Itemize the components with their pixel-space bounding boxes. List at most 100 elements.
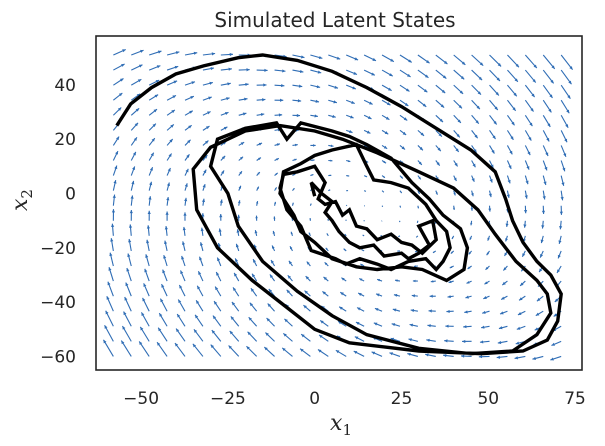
quiver-arrow: [356, 307, 365, 312]
quiver-arrow: [202, 154, 208, 161]
quiver-arrow: [393, 293, 401, 297]
quiver-arrow: [107, 281, 114, 297]
quiver-arrow: [502, 265, 508, 271]
quiver-arrow: [112, 136, 120, 146]
quiver-arrow: [471, 84, 482, 96]
quiver-arrow: [274, 143, 281, 146]
quiver-arrow: [471, 160, 476, 168]
quiver-arrow: [256, 83, 267, 87]
quiver-arrow: [542, 190, 546, 200]
quiver-arrow: [265, 332, 275, 342]
quiver-arrow: [399, 175, 404, 179]
quiver-arrow: [505, 235, 508, 242]
quiver-arrow: [536, 295, 544, 302]
x-tick-label: 75: [564, 389, 586, 409]
quiver-arrow: [453, 99, 463, 109]
quiver-arrow: [269, 274, 276, 282]
quiver-arrow: [444, 339, 454, 343]
vector-field: [102, 48, 574, 361]
quiver-arrow: [328, 159, 333, 162]
quiver-arrow: [323, 276, 329, 282]
quiver-arrow: [489, 114, 498, 125]
quiver-arrow: [426, 338, 436, 342]
quiver-arrow: [220, 111, 229, 116]
quiver-arrow: [148, 196, 152, 206]
quiver-arrow: [282, 332, 293, 342]
quiver-arrow: [166, 167, 171, 176]
quiver-arrow: [346, 69, 358, 75]
quiver-arrow: [328, 54, 341, 60]
quiver-arrow: [184, 124, 192, 131]
quiver-arrow: [471, 114, 480, 125]
quiver-arrow: [184, 183, 188, 191]
quiver-arrow: [130, 180, 135, 191]
quiver-arrow: [363, 114, 372, 120]
quiver-arrow: [453, 69, 465, 80]
quiver-arrow: [346, 129, 353, 134]
quiver-arrow: [506, 99, 517, 112]
quiver-arrow: [112, 194, 116, 206]
quiver-arrow: [163, 254, 168, 267]
quiver-arrow: [304, 290, 311, 297]
quiver-arrow: [305, 275, 311, 282]
quiver-arrow: [138, 341, 150, 357]
quiver-arrow: [417, 99, 427, 108]
quiver-arrow: [113, 92, 123, 101]
quiver-arrow: [353, 350, 365, 357]
quiver-arrow: [399, 145, 406, 150]
quiver-arrow: [146, 239, 150, 252]
quiver-arrow: [198, 256, 204, 267]
quiver-arrow: [194, 314, 204, 327]
quiver-arrow: [453, 190, 456, 196]
y-tick-label: −20: [40, 239, 76, 259]
quiver-arrow: [417, 145, 424, 151]
quiver-arrow: [346, 114, 354, 119]
quiver-arrow: [238, 185, 242, 191]
y-tick-label: 40: [54, 76, 76, 96]
quiver-arrow: [110, 238, 114, 252]
quiver-arrow: [184, 81, 196, 86]
quiver-arrow: [199, 242, 204, 252]
quiver-arrow: [355, 321, 365, 327]
quiver-arrow: [524, 145, 531, 156]
quiver-arrow: [399, 69, 411, 78]
quiver-arrow: [271, 245, 276, 252]
quiver-arrow: [524, 99, 534, 112]
quiver-arrow: [467, 265, 472, 270]
quiver-arrow: [328, 84, 339, 89]
quiver-arrow: [432, 250, 437, 254]
y-ticks: −60 −40 −20 0 20 40: [40, 76, 76, 368]
quiver-arrow: [399, 99, 409, 107]
quiver-arrow: [148, 65, 161, 71]
quiver-arrow: [318, 334, 329, 342]
quiver-arrow: [202, 111, 211, 116]
quiver-arrow: [505, 220, 509, 227]
quiver-arrow: [417, 84, 428, 93]
quiver-arrow: [130, 78, 142, 86]
quiver-arrow: [328, 99, 338, 104]
quiver-arrow: [381, 84, 392, 92]
quiver-arrow: [489, 84, 500, 96]
quiver-arrow: [542, 115, 551, 128]
quiver-arrow: [286, 289, 293, 297]
quiver-arrow: [111, 223, 115, 236]
quiver-arrow: [452, 205, 456, 211]
quiver-arrow: [109, 252, 114, 267]
quiver-arrow: [310, 54, 323, 60]
quiver-arrow: [496, 355, 508, 359]
quiver-arrow: [489, 99, 499, 111]
quiver-arrow: [521, 250, 526, 258]
quiver-arrow: [317, 349, 329, 357]
quiver-arrow: [448, 280, 454, 284]
quiver-arrow: [177, 299, 186, 312]
quiver-arrow: [542, 84, 553, 99]
quiver-arrow: [469, 235, 473, 241]
quiver-arrow: [371, 351, 383, 357]
quiver-arrow: [310, 99, 320, 103]
quiver-arrow: [105, 310, 114, 327]
quiver-arrow: [112, 150, 119, 161]
quiver-arrow: [192, 343, 204, 357]
quiver-arrow: [362, 234, 365, 237]
quiver-arrow: [299, 348, 311, 357]
quiver-arrow: [412, 279, 418, 283]
